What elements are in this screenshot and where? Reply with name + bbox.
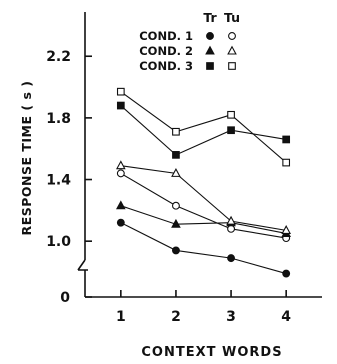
legend-marker — [206, 32, 214, 40]
x-tick-label: 3 — [226, 309, 236, 325]
series-line-2 — [120, 205, 287, 235]
legend-header: Tu — [224, 10, 240, 25]
series-line-5 — [120, 91, 287, 163]
x-tick-label: 1 — [116, 309, 126, 325]
data-point — [171, 246, 180, 255]
data-point — [116, 87, 125, 96]
legend-marker — [206, 62, 214, 70]
x-tick-label: 4 — [281, 309, 291, 325]
data-point — [227, 110, 235, 119]
x-tick-label: 2 — [171, 309, 181, 325]
legend-header: Tr — [203, 10, 217, 25]
data-point — [116, 160, 126, 170]
y-axis-title: RESPONSE TIME ( s ) — [19, 81, 34, 236]
series-line-1 — [120, 172, 287, 239]
legend-label: COND. 2 — [139, 44, 193, 58]
series-line-0 — [120, 222, 287, 275]
y-tick-label: 1.4 — [46, 173, 71, 189]
data-point — [282, 269, 291, 278]
data-point — [227, 224, 236, 233]
ticks: 1.0 1.4 1.8 2.2 0 1 2 3 4 — [46, 49, 291, 325]
series-line-3 — [120, 165, 287, 231]
axes — [77, 12, 322, 298]
legend-label: COND. 3 — [139, 59, 193, 73]
y-tick-label: 1.0 — [46, 234, 71, 250]
data-point — [281, 225, 291, 234]
data-point — [171, 168, 181, 177]
axis-break-mark — [77, 259, 88, 271]
data-point — [172, 127, 180, 136]
legend-marker — [228, 62, 236, 70]
y-tick-label: 1.8 — [46, 111, 71, 127]
y-tick-label: 2.2 — [46, 49, 71, 65]
legend-marker — [205, 45, 215, 55]
legend-label: COND. 1 — [139, 29, 193, 43]
y-tick-label-zero: 0 — [60, 290, 70, 306]
x-axis-title: CONTEXT WORDS — [141, 345, 282, 360]
data-point — [282, 135, 291, 144]
data-point — [116, 169, 125, 178]
legend-marker — [228, 32, 236, 40]
data-point — [116, 218, 125, 227]
legend-marker — [227, 45, 237, 55]
data-point — [171, 201, 180, 210]
series-lines — [116, 87, 291, 278]
data-point — [282, 158, 291, 167]
data-point — [227, 126, 235, 135]
data-point — [227, 254, 236, 263]
data-point — [226, 215, 236, 225]
data-point — [172, 151, 180, 159]
data-point — [171, 218, 181, 228]
data-point — [116, 101, 125, 110]
data-point — [116, 200, 126, 210]
series-line-4 — [120, 105, 287, 156]
